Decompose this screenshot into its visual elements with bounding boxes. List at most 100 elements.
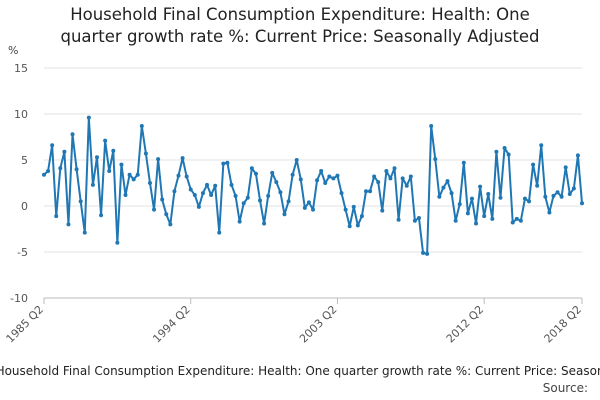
data-point: [139, 123, 144, 128]
data-point: [510, 220, 515, 225]
data-point: [266, 193, 271, 198]
data-point: [368, 189, 373, 194]
data-point: [380, 208, 385, 213]
data-point: [82, 230, 87, 235]
data-point: [229, 182, 234, 187]
data-point: [213, 183, 218, 188]
data-point: [147, 181, 152, 185]
data-point: [111, 148, 116, 153]
data-point: [270, 170, 275, 175]
y-tick-label: 15: [14, 62, 28, 75]
data-point: [363, 189, 368, 194]
data-point: [90, 182, 95, 187]
x-tick-label: 2012 Q2: [444, 303, 487, 346]
data-point: [200, 191, 205, 196]
x-tick-label: 2018 Q2: [542, 303, 585, 346]
data-point: [421, 250, 426, 255]
data-point: [331, 176, 336, 181]
data-point: [298, 177, 303, 182]
data-point: [539, 143, 544, 148]
series-line: [43, 116, 583, 255]
data-point: [74, 167, 79, 172]
data-point: [425, 251, 430, 256]
data-point: [441, 185, 446, 190]
data-point: [135, 172, 140, 177]
data-point: [217, 230, 222, 235]
data-point: [306, 200, 311, 205]
data-point: [245, 195, 250, 200]
data-point: [168, 222, 173, 227]
data-point: [205, 182, 210, 187]
data-point: [225, 160, 230, 165]
data-point: [388, 176, 393, 181]
data-point: [437, 194, 442, 199]
y-axis-unit-label: %: [8, 44, 19, 57]
data-point: [567, 192, 572, 197]
data-point: [531, 162, 536, 167]
data-point: [359, 214, 364, 219]
data-point: [286, 199, 291, 204]
data-point: [453, 218, 458, 223]
data-point: [343, 207, 348, 212]
y-tick-label: -10: [10, 292, 28, 305]
data-point: [486, 192, 491, 197]
data-point: [274, 180, 279, 185]
data-point: [323, 181, 328, 185]
data-point: [180, 156, 185, 161]
data-point: [392, 166, 397, 171]
data-point: [502, 146, 507, 151]
data-point: [482, 214, 487, 219]
data-point: [319, 169, 324, 174]
data-point: [103, 138, 108, 143]
data-point: [70, 132, 75, 137]
data-point: [469, 196, 474, 201]
footer-series-name: Household Final Consumption Expenditure:…: [0, 364, 600, 380]
data-point: [543, 194, 548, 199]
data-point: [429, 123, 434, 128]
data-point: [315, 178, 320, 183]
data-point: [580, 201, 584, 206]
data-point: [258, 198, 263, 203]
data-point: [522, 196, 527, 201]
x-tick-label: 1994 Q2: [150, 303, 193, 346]
data-point: [127, 172, 132, 177]
data-point: [253, 171, 258, 176]
data-point: [494, 149, 499, 154]
y-tick-label: 5: [21, 154, 28, 167]
data-point: [355, 223, 360, 228]
data-point: [294, 158, 299, 162]
data-point: [42, 172, 46, 177]
data-point: [54, 214, 59, 219]
data-point: [172, 189, 177, 194]
data-point: [384, 169, 389, 174]
data-point: [547, 210, 552, 215]
data-point: [506, 152, 511, 157]
data-point: [115, 240, 120, 245]
data-point: [416, 215, 421, 220]
data-point: [327, 174, 332, 179]
data-point: [123, 192, 128, 197]
chart-title-line-1: Household Final Consumption Expenditure:…: [70, 5, 530, 24]
data-point: [465, 211, 470, 216]
data-point: [575, 153, 580, 158]
data-point: [335, 173, 340, 178]
x-tick-label: 2003 Q2: [297, 303, 340, 346]
data-point: [372, 174, 377, 179]
data-point: [461, 160, 466, 165]
data-point: [278, 190, 283, 195]
data-point: [241, 201, 246, 206]
chart-title-line-2: quarter growth rate %: Current Price: Se…: [60, 27, 540, 46]
data-point: [46, 169, 51, 174]
data-point: [535, 183, 540, 188]
data-point: [347, 224, 352, 229]
data-point: [107, 169, 112, 174]
y-tick-label: -5: [17, 246, 28, 259]
chart-title: Household Final Consumption Expenditure:…: [0, 4, 600, 48]
data-point: [396, 217, 401, 222]
data-point: [474, 221, 479, 226]
data-point: [445, 179, 450, 184]
data-point: [188, 187, 193, 192]
data-point: [262, 221, 267, 226]
data-point: [404, 183, 409, 188]
